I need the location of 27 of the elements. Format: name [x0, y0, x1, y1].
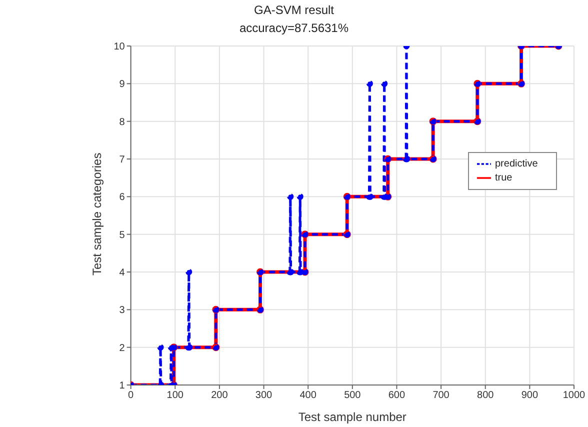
x-tick-label: 200 — [211, 390, 228, 402]
y-tick-label: 2 — [119, 342, 126, 354]
x-tick-label: 900 — [521, 390, 538, 402]
x-tick-label: 800 — [477, 390, 494, 402]
y-tick-label: 10 — [114, 42, 126, 53]
legend-label: predictive — [495, 158, 538, 170]
y-tick-label: 9 — [119, 79, 126, 90]
x-axis-title: Test sample number — [298, 410, 406, 424]
x-tick-label: 400 — [300, 390, 317, 402]
x-tick-label: 0 — [128, 390, 134, 402]
y-tick-label: 4 — [119, 268, 126, 279]
y-tick-label: 3 — [119, 305, 126, 316]
y-axis-title: Test sample categories — [90, 152, 104, 276]
x-tick-label: 700 — [432, 390, 450, 402]
x-tick-label: 1000 — [562, 390, 586, 402]
x-tick-label: 600 — [388, 390, 406, 402]
chart-title: GA-SVM result — [252, 3, 335, 17]
y-tick-label: 8 — [119, 116, 126, 128]
x-tick-label: 300 — [255, 390, 273, 402]
chart-subtitle: accuracy=87.5631% — [238, 21, 350, 35]
y-tick-label: 6 — [119, 192, 126, 204]
y-tick-label: 7 — [119, 154, 126, 166]
y-tick-label: 1 — [119, 380, 126, 392]
x-tick-label: 100 — [166, 390, 184, 402]
y-tick-label: 5 — [119, 230, 126, 241]
legend-label: true — [495, 172, 512, 184]
x-tick-label: 500 — [344, 390, 362, 402]
